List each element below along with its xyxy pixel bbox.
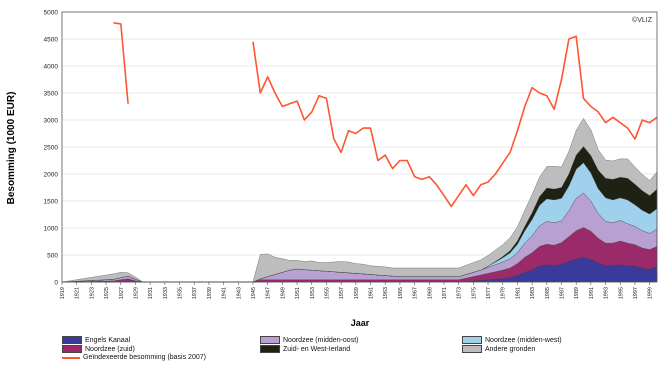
x-tick-label: 1967 xyxy=(413,287,419,299)
stacked-areas xyxy=(61,118,658,283)
x-tick-label: 1997 xyxy=(633,287,639,299)
y-tick-label: 4000 xyxy=(44,64,59,71)
legend-item-engels-kanaal: Engels Kanaal xyxy=(62,336,130,344)
x-tick-label: 1991 xyxy=(589,287,595,299)
legend-item-noordzee-zuid: Noordzee (zuid) xyxy=(62,345,135,353)
legend-item-noordzee-midden-west: Noordzee (midden-west) xyxy=(462,336,562,344)
x-tick-label: 1983 xyxy=(530,287,536,299)
y-tick-label: 1000 xyxy=(44,226,59,233)
legend-swatch xyxy=(462,336,482,344)
y-tick-label: 2000 xyxy=(44,172,59,179)
x-tick-label: 1951 xyxy=(295,287,301,299)
legend-swatch xyxy=(62,345,82,353)
x-tick-label: 1945 xyxy=(251,287,257,299)
legend-label: Noordzee (zuid) xyxy=(85,345,135,353)
y-tick-label: 3000 xyxy=(44,118,59,125)
y-tick-label: 500 xyxy=(47,253,58,260)
x-tick-label: 1933 xyxy=(163,287,169,299)
x-tick-label: 1973 xyxy=(457,287,463,299)
y-tick-label: 5000 xyxy=(44,10,59,17)
x-tick-label: 1971 xyxy=(442,287,448,299)
x-tick-label: 1939 xyxy=(207,287,213,299)
x-tick-label: 1931 xyxy=(148,287,154,299)
x-tick-label: 1995 xyxy=(618,287,624,299)
x-tick-label: 1981 xyxy=(515,287,521,299)
x-tick-label: 1947 xyxy=(266,287,272,299)
x-tick-label: 1935 xyxy=(178,287,184,299)
legend-item-andere-gronden: Andere gronden xyxy=(462,345,535,353)
y-axis-ticks: 0 500 1000 1500 2000 2500 3000 3500 4000 4500 5000 xyxy=(44,10,59,287)
x-tick-label: 1925 xyxy=(104,287,110,299)
legend-swatch xyxy=(260,345,280,353)
x-tick-label: 1985 xyxy=(545,287,551,299)
x-tick-label: 1963 xyxy=(383,287,389,299)
x-tick-label: 1959 xyxy=(354,287,360,299)
watermark-text: ©VLIZ xyxy=(632,16,653,24)
legend-item-line: Geïndexeerde besomming (basis 2007) xyxy=(62,354,206,361)
legend-label: Noordzee (midden-oost) xyxy=(283,336,359,344)
legend-swatch xyxy=(260,336,280,344)
legend-label: Geïndexeerde besomming (basis 2007) xyxy=(83,354,206,361)
legend-swatch xyxy=(462,345,482,353)
plot-frame xyxy=(61,11,658,283)
x-tick-label: 1953 xyxy=(310,287,316,299)
x-tick-label: 1977 xyxy=(486,287,492,299)
legend-item-zuid-west-ierland: Zuid- en West-Ierland xyxy=(260,345,350,353)
x-tick-label: 1979 xyxy=(501,287,507,299)
x-tick-label: 1919 xyxy=(60,287,66,299)
x-tick-label: 1999 xyxy=(648,287,654,299)
x-tick-label: 1941 xyxy=(222,287,228,299)
legend-line-swatch xyxy=(62,356,80,359)
x-tick-label: 1949 xyxy=(280,287,286,299)
legend-swatch xyxy=(62,336,82,344)
legend-label: Andere gronden xyxy=(485,345,536,353)
x-tick-label: 1989 xyxy=(574,287,580,299)
x-tick-label: 1955 xyxy=(324,287,330,299)
indexed-line-segment-0 xyxy=(113,22,129,104)
legend-label: Engels Kanaal xyxy=(85,336,131,344)
x-tick-label: 1987 xyxy=(560,287,566,299)
x-tick-label: 1965 xyxy=(398,287,404,299)
x-axis-label: Jaar xyxy=(351,318,370,328)
legend-label: Zuid- en West-Ierland xyxy=(283,345,351,353)
x-tick-label: 1969 xyxy=(427,287,433,299)
x-tick-label: 1927 xyxy=(119,287,125,299)
legend-label: Noordzee (midden-west) xyxy=(485,336,562,344)
x-axis-ticks: 1919 1921 1923 1925 1927 1929 1931 1933 1935 1937… xyxy=(60,282,654,299)
x-tick-label: 1975 xyxy=(471,287,477,299)
x-tick-label: 1921 xyxy=(75,287,81,299)
y-tick-label: 1500 xyxy=(44,199,59,206)
x-tick-label: 1929 xyxy=(133,287,139,299)
x-tick-label: 1961 xyxy=(369,287,375,299)
y-tick-label: 0 xyxy=(54,280,58,287)
y-axis-label: Besomming (1000 EUR) xyxy=(6,92,17,205)
x-tick-label: 1957 xyxy=(339,287,345,299)
x-tick-label: 1943 xyxy=(236,287,242,299)
y-tick-label: 2500 xyxy=(44,145,59,152)
y-tick-label: 4500 xyxy=(44,37,59,44)
x-tick-label: 1993 xyxy=(604,287,610,299)
x-tick-label: 1923 xyxy=(89,287,95,299)
indexed-line xyxy=(113,22,658,208)
y-tick-label: 3500 xyxy=(44,91,59,98)
indexed-line-segment-1 xyxy=(252,35,658,208)
legend-item-noordzee-midden-oost: Noordzee (midden-oost) xyxy=(260,336,358,344)
x-tick-label: 1937 xyxy=(192,287,198,299)
